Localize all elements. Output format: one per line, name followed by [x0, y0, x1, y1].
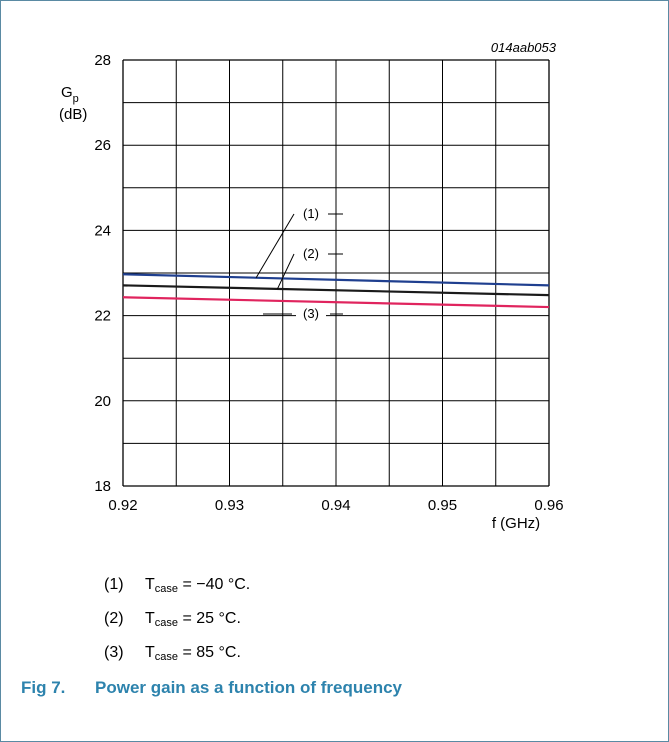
series-line — [122, 273, 550, 287]
callout-leader — [276, 253, 295, 290]
caption-text: Power gain as a function of frequency — [95, 678, 402, 697]
callout-bg — [296, 204, 326, 222]
y-axis-label: Gp — [61, 84, 79, 105]
x-tick-label: 0.96 — [534, 497, 563, 514]
x-tick-label: 0.95 — [428, 497, 457, 514]
legend-text: = 25 °C. — [178, 610, 241, 627]
callout-bg — [296, 304, 326, 322]
y-tick-label: 22 — [94, 308, 111, 325]
legend-number: (1) — [104, 576, 124, 593]
legend-text: = −40 °C. — [178, 576, 251, 593]
y-tick-label: 24 — [94, 222, 111, 239]
series-label: (1) — [303, 206, 319, 221]
callout-leader — [255, 213, 295, 278]
series-line — [122, 284, 550, 297]
legend-sub: case — [154, 617, 179, 629]
series-line — [122, 296, 550, 309]
legend-text: = 85 °C. — [178, 644, 241, 661]
series-label: (2) — [303, 246, 319, 261]
legend-var: T — [145, 576, 155, 593]
tick-labels: 0.92 0.93 0.94 0.95 0.96 18 20 22 24 26 28 — [94, 52, 563, 514]
figure-id: 014aab053 — [491, 40, 557, 55]
legend-var: T — [145, 644, 155, 661]
legend-sub: case — [154, 583, 179, 595]
legend-item: (3) Tcase = 85 °C. — [104, 644, 250, 678]
x-tick-label: 0.93 — [215, 497, 244, 514]
legend-number: (3) — [104, 644, 124, 661]
figure-caption: Fig 7. Power gain as a function of freque… — [21, 678, 402, 698]
y-axis-unit: (dB) — [59, 106, 87, 123]
x-tick-label: 0.94 — [321, 497, 350, 514]
legend-sub: case — [154, 651, 179, 663]
legend-var: T — [145, 610, 155, 627]
x-tick-label: 0.92 — [108, 497, 137, 514]
caption-number: Fig 7. — [21, 678, 66, 697]
legend: (1) Tcase = −40 °C. (2) Tcase = 25 °C. (3)… — [104, 576, 250, 678]
y-tick-label: 18 — [94, 478, 111, 495]
y-tick-label: 28 — [94, 52, 111, 69]
data-curves — [122, 273, 550, 309]
y-tick-label: 20 — [94, 393, 111, 410]
series-callouts: (1) (2) (3) — [255, 204, 343, 322]
legend-item: (1) Tcase = −40 °C. — [104, 576, 250, 610]
y-tick-label: 26 — [94, 137, 111, 154]
power-gain-chart: (1) (2) (3) 0.92 0.93 0.94 0.95 0.96 18 20 22 24 26… — [59, 40, 564, 532]
x-axis-label: f (GHz) — [492, 515, 540, 532]
series-label: (3) — [303, 306, 319, 321]
legend-number: (2) — [104, 610, 124, 627]
grid — [122, 59, 550, 487]
legend-item: (2) Tcase = 25 °C. — [104, 610, 250, 644]
callout-bg — [296, 244, 326, 262]
